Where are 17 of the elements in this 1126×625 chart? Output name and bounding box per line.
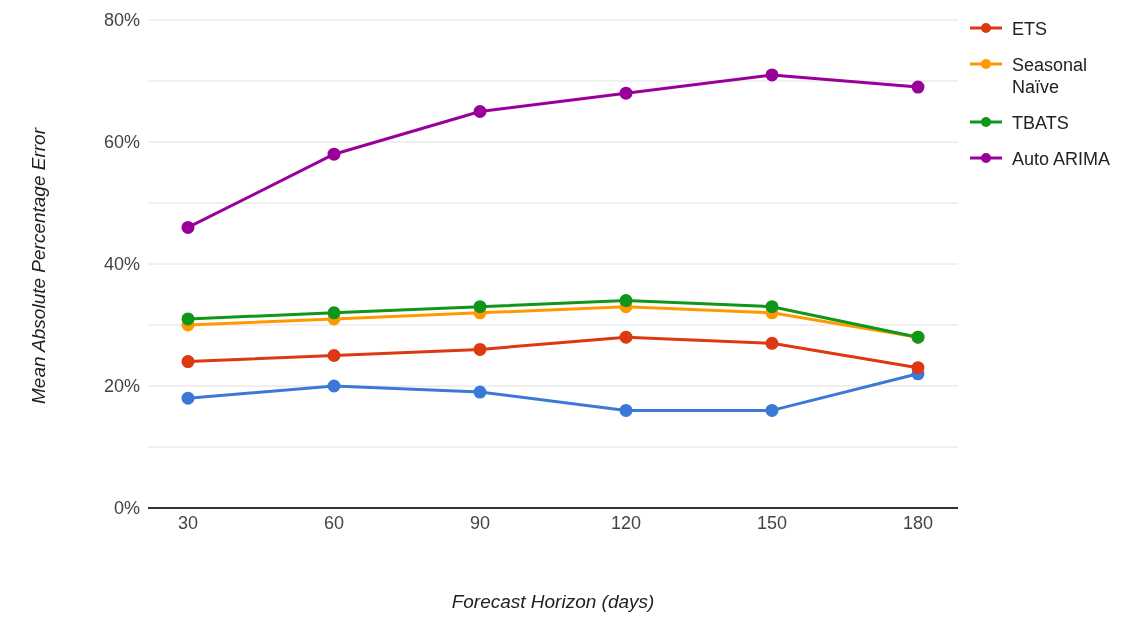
x-tick-label: 90 — [469, 512, 491, 533]
x-tick-label: 30 — [177, 512, 199, 533]
legend-label: Seasonal Naïve — [1012, 54, 1089, 98]
y-tick-label: 80% — [103, 10, 140, 31]
y-tick-label: 20% — [103, 376, 140, 397]
x-tick-label: 60 — [323, 512, 345, 533]
legend-label: ETS — [1012, 18, 1048, 40]
legend-label: Auto ARIMA — [1012, 148, 1111, 170]
x-tick-label: 150 — [756, 512, 788, 533]
x-tick-label: 120 — [610, 512, 642, 533]
y-tick-label: 60% — [103, 132, 140, 153]
x-tick-label: 180 — [902, 512, 934, 533]
legend-label: TBATS — [1012, 112, 1069, 134]
y-axis-title: Mean Absolute Percentage Error — [27, 127, 49, 404]
y-tick-label: 0% — [113, 498, 140, 519]
x-axis-title: Forecast Horizon (days) — [451, 591, 655, 612]
y-tick-label: 40% — [103, 254, 140, 275]
